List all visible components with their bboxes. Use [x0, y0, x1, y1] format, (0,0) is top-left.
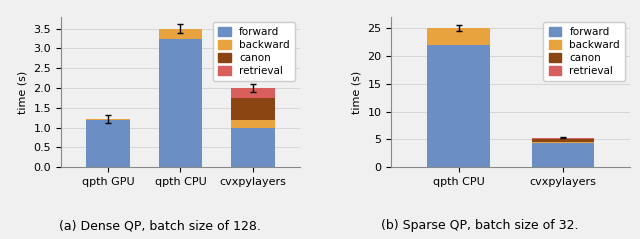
Legend: forward, backward, canon, retrieval: forward, backward, canon, retrieval: [543, 22, 625, 81]
Bar: [86, 120, 130, 167]
Bar: [532, 142, 594, 143]
Bar: [532, 143, 594, 167]
Bar: [428, 45, 490, 167]
Bar: [532, 139, 594, 142]
Y-axis label: time (s): time (s): [18, 71, 28, 114]
Bar: [159, 29, 202, 38]
Text: (a) Dense QP, batch size of 128.: (a) Dense QP, batch size of 128.: [59, 219, 261, 233]
Bar: [231, 98, 275, 120]
Bar: [428, 28, 490, 45]
Bar: [231, 120, 275, 128]
Bar: [231, 88, 275, 98]
Y-axis label: time (s): time (s): [351, 71, 362, 114]
Legend: forward, backward, canon, retrieval: forward, backward, canon, retrieval: [213, 22, 295, 81]
Bar: [86, 119, 130, 120]
Bar: [532, 138, 594, 139]
Text: (b) Sparse QP, batch size of 32.: (b) Sparse QP, batch size of 32.: [381, 219, 579, 233]
Bar: [231, 128, 275, 167]
Bar: [159, 38, 202, 167]
